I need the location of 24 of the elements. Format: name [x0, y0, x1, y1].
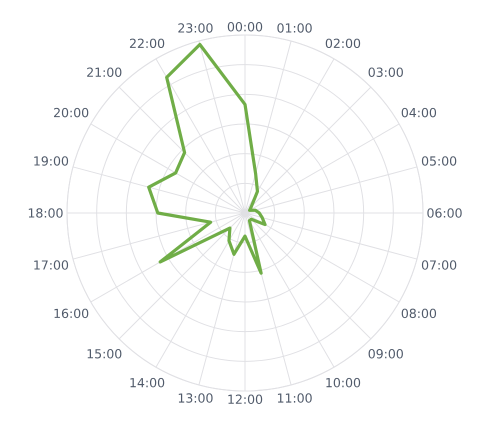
spoke-label: 02:00 [326, 38, 360, 48]
spoke-label: 04:00 [402, 108, 436, 118]
spoke-label: 20:00 [54, 108, 88, 118]
spoke-label: 14:00 [130, 378, 164, 388]
spoke-label: 12:00 [228, 394, 262, 404]
spoke-label: 08:00 [402, 308, 436, 318]
spoke-label: 19:00 [34, 156, 68, 166]
spoke-label: 22:00 [130, 38, 164, 48]
spoke-label: 18:00 [28, 208, 63, 218]
spoke-label: 17:00 [34, 260, 68, 270]
spoke-label: 07:00 [422, 260, 456, 270]
spoke-label: 23:00 [178, 23, 213, 33]
spoke-label: 21:00 [87, 67, 122, 77]
spoke-label: 06:00 [427, 208, 462, 218]
spoke-label: 09:00 [368, 349, 403, 358]
spoke-label: 11:00 [278, 393, 312, 403]
spoke-label: 01:00 [277, 23, 312, 33]
spoke-label: 10:00 [326, 378, 360, 388]
spoke-label: 03:00 [368, 67, 403, 77]
spoke-label: 16:00 [54, 308, 88, 318]
spoke-label: 05:00 [422, 156, 456, 166]
spoke-label: 00:00 [228, 22, 262, 32]
spoke-label: 13:00 [178, 393, 213, 403]
spoke-label: 15:00 [88, 349, 122, 358]
